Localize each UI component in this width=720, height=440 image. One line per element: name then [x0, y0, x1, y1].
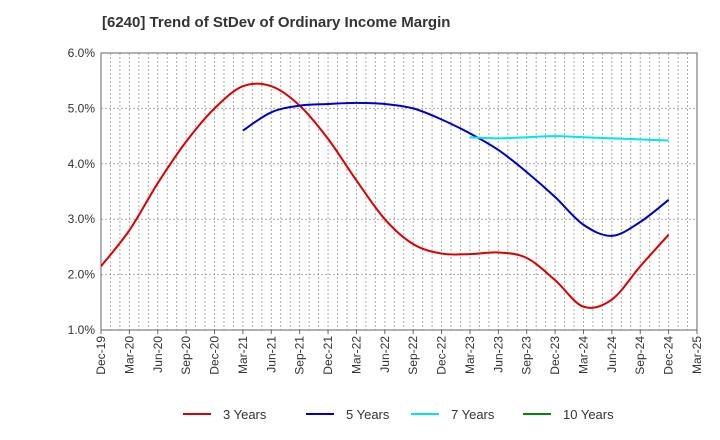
legend-label-7-years: 7 Years	[451, 407, 495, 422]
x-tick-label: Mar-22	[349, 336, 363, 374]
x-tick-label: Sep-24	[633, 336, 647, 375]
legend-label-3-years: 3 Years	[223, 407, 267, 422]
y-tick-label: 4.0%	[68, 157, 96, 171]
plot-frame	[100, 52, 698, 331]
y-tick-label: 3.0%	[68, 212, 96, 226]
x-tick-label: Jun-22	[378, 336, 392, 373]
x-tick-label: Dec-20	[208, 336, 222, 375]
x-tick-label: Jun-21	[264, 336, 278, 373]
x-tick-label: Mar-20	[122, 336, 136, 374]
x-tick-label: Dec-19	[94, 336, 108, 375]
legend-label-10-years: 10 Years	[563, 407, 614, 422]
x-tick-label: Jun-23	[491, 336, 505, 373]
chart-title: [6240] Trend of StDev of Ordinary Income…	[102, 14, 451, 31]
grid	[100, 52, 698, 331]
series-line-5-years	[242, 101, 670, 237]
x-tick-label: Jun-20	[151, 336, 165, 373]
y-tick-label: 2.0%	[68, 268, 96, 282]
x-tick-label: Dec-22	[435, 336, 449, 375]
x-tick-label: Sep-22	[406, 336, 420, 375]
x-tick-label: Mar-23	[463, 336, 477, 374]
y-tick-label: 5.0%	[68, 101, 96, 115]
y-tick-label: 1.0%	[68, 323, 96, 337]
legend-label-5-years: 5 Years	[346, 407, 390, 422]
x-tick-label: Dec-23	[548, 336, 562, 375]
x-tick-label: Sep-21	[293, 336, 307, 375]
x-tick-label: Mar-24	[576, 336, 590, 374]
x-tick-label: Sep-20	[179, 336, 193, 375]
axes: 1.0% 2.0% 3.0% 4.0% 5.0% 6.0% Dec-19 Mar-20 Jun-…	[68, 46, 704, 375]
legend: 3 Years 5 Years 7 Years 10 Years	[183, 407, 614, 422]
x-tick-label: Dec-24	[662, 336, 676, 375]
x-tick-label: Dec-21	[321, 336, 335, 375]
x-tick-label: Mar-21	[236, 336, 250, 374]
x-tick-label: Mar-25	[690, 336, 704, 374]
series-line-3-years	[100, 82, 670, 309]
series-lines	[100, 82, 670, 309]
x-tick-label: Jun-24	[605, 336, 619, 373]
series-line-7-years	[469, 135, 669, 142]
y-tick-label: 6.0%	[68, 46, 96, 60]
x-tick-label: Sep-23	[520, 336, 534, 375]
